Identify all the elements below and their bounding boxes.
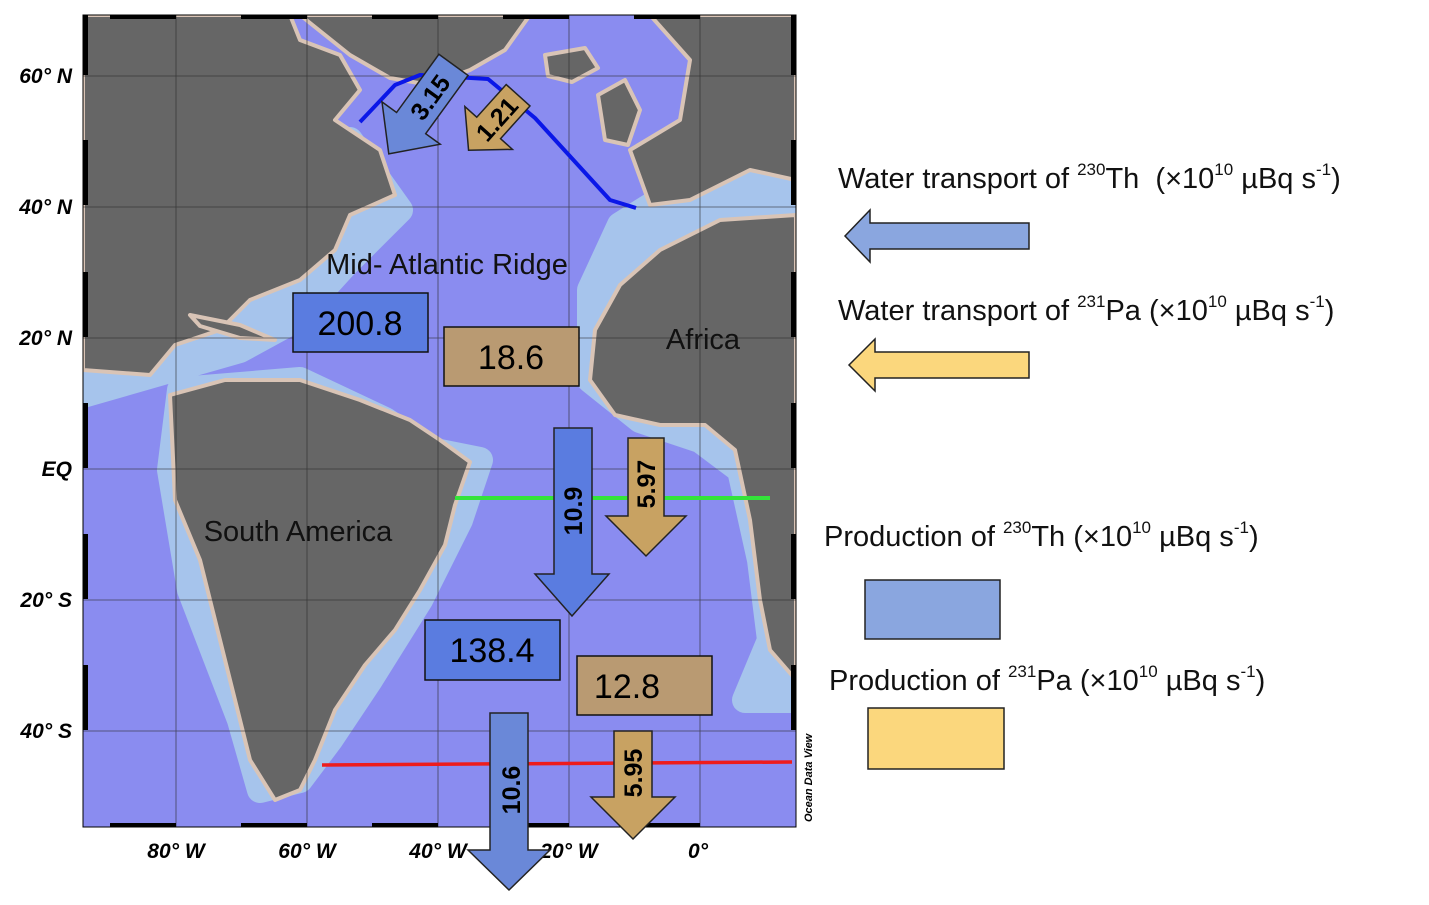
map-frame bbox=[82, 14, 797, 828]
map-panel bbox=[83, 15, 796, 827]
lat-label-60n: 60° N bbox=[19, 65, 73, 88]
transport-arrow-south-th: 10.6 bbox=[466, 712, 552, 892]
production-value-north-pa: 18.6 bbox=[478, 339, 544, 377]
uk-land bbox=[596, 78, 642, 147]
landmass bbox=[83, 15, 796, 802]
transport-arrow-eq-pa: 5.97 bbox=[604, 437, 688, 558]
ocean-data-view-credit: Ocean Data View bbox=[803, 732, 815, 822]
longitude-labels: 80° W 60° W 40° W 20° W 0° bbox=[147, 840, 708, 863]
lat-label-20n: 20° N bbox=[18, 327, 73, 350]
production-box-south-pa: 12.8 bbox=[576, 655, 713, 716]
legend-label-water-th: Water transport of 230Th (×1010 µBq s-1) bbox=[838, 160, 1341, 195]
production-value-south-th: 138.4 bbox=[449, 632, 534, 670]
iceland-land bbox=[543, 46, 600, 84]
lon-label-40w: 40° W bbox=[408, 840, 469, 863]
legend-label-production-th: Production of 230Th (×1010 µBq s-1) bbox=[824, 518, 1259, 553]
production-value-south-pa: 12.8 bbox=[594, 668, 660, 706]
latitude-labels: 60° N 40° N 20° N EQ 20° S 40° S bbox=[18, 65, 73, 743]
transport-value-eq-pa: 5.97 bbox=[633, 460, 661, 509]
south-section-line bbox=[321, 760, 793, 767]
production-value-north-th: 200.8 bbox=[317, 305, 402, 343]
transport-arrow-eq-th: 10.9 bbox=[533, 427, 611, 618]
legend-arrow-water-th bbox=[843, 208, 1030, 264]
transport-value-south-th: 10.6 bbox=[498, 766, 526, 815]
lon-label-80w: 80° W bbox=[147, 840, 207, 863]
africa-label: Africa bbox=[666, 324, 741, 356]
legend-box-production-th bbox=[864, 579, 1001, 640]
transport-arrow-south-pa: 5.95 bbox=[589, 730, 677, 841]
lon-label-20w: 20° W bbox=[539, 840, 600, 863]
europe-land bbox=[628, 15, 796, 207]
south-america-label: South America bbox=[204, 516, 393, 548]
production-box-north-pa: 18.6 bbox=[443, 326, 580, 387]
production-box-north-th: 200.8 bbox=[292, 292, 429, 353]
africa-land bbox=[588, 213, 796, 682]
legend-label-production-pa: Production of 231Pa (×1010 µBq s-1) bbox=[829, 662, 1266, 697]
lon-label-0: 0° bbox=[688, 840, 709, 863]
legend-arrow-water-pa bbox=[847, 337, 1030, 393]
lat-label-40s: 40° S bbox=[19, 720, 72, 743]
north-america-land bbox=[83, 15, 397, 377]
cuba-land bbox=[188, 313, 277, 342]
lat-label-20s: 20° S bbox=[19, 589, 72, 612]
legend-box-production-pa bbox=[867, 707, 1005, 770]
legend-label-water-pa: Water transport of 231Pa (×1010 µBq s-1) bbox=[838, 292, 1335, 327]
production-box-south-th: 138.4 bbox=[424, 619, 561, 681]
south-america-land bbox=[168, 378, 472, 802]
lat-label-40n: 40° N bbox=[18, 196, 73, 219]
lon-label-60w: 60° W bbox=[278, 840, 338, 863]
transport-value-south-pa: 5.95 bbox=[620, 749, 648, 798]
ridge-label: Mid- Atlantic Ridge bbox=[326, 249, 568, 281]
transport-value-eq-th: 10.9 bbox=[560, 487, 588, 536]
lat-label-eq: EQ bbox=[42, 458, 72, 481]
north-section-line bbox=[358, 73, 637, 210]
